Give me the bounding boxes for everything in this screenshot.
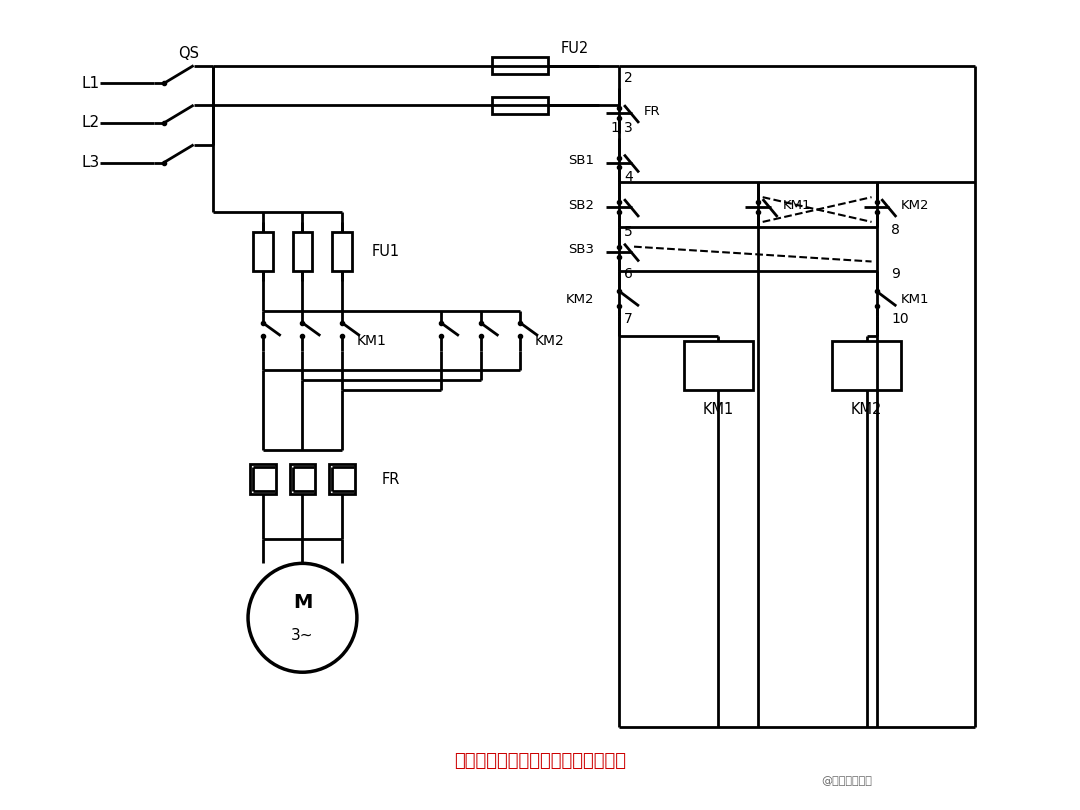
- Text: KM2: KM2: [535, 334, 565, 347]
- Bar: [684, 341, 753, 390]
- Text: QS: QS: [178, 46, 199, 61]
- Text: KM2: KM2: [851, 403, 882, 417]
- Text: FU1: FU1: [372, 244, 400, 259]
- Bar: [492, 96, 548, 113]
- Text: L3: L3: [81, 155, 99, 170]
- Text: KM1: KM1: [702, 403, 733, 417]
- Text: L2: L2: [81, 116, 99, 130]
- Text: M: M: [293, 594, 312, 612]
- Text: FR: FR: [381, 471, 400, 487]
- Bar: [249, 464, 275, 494]
- Text: 3~: 3~: [292, 628, 313, 643]
- Text: KM2: KM2: [901, 198, 930, 211]
- Text: 2: 2: [624, 71, 633, 85]
- Text: SB3: SB3: [568, 243, 594, 256]
- Bar: [289, 464, 315, 494]
- Text: 6: 6: [624, 267, 633, 281]
- Bar: [293, 232, 312, 271]
- Bar: [832, 341, 901, 390]
- Text: 8: 8: [891, 223, 901, 237]
- Text: 4: 4: [624, 170, 633, 185]
- Text: FR: FR: [644, 104, 661, 117]
- Text: @电气工程技术: @电气工程技术: [822, 776, 873, 786]
- Text: FU2: FU2: [561, 41, 589, 56]
- Text: 9: 9: [891, 267, 901, 281]
- Text: 3: 3: [624, 121, 633, 135]
- Text: KM2: KM2: [566, 292, 594, 305]
- Text: SB1: SB1: [568, 154, 594, 167]
- Text: 10: 10: [891, 312, 909, 326]
- Text: SB2: SB2: [568, 198, 594, 211]
- Bar: [333, 232, 352, 271]
- Text: 1: 1: [610, 121, 619, 135]
- Text: 7: 7: [624, 312, 633, 326]
- Text: KM1: KM1: [783, 198, 811, 211]
- Bar: [253, 232, 273, 271]
- Text: KM1: KM1: [356, 334, 387, 347]
- Text: 复合互锁控制电动机正反转控制电路: 复合互锁控制电动机正反转控制电路: [454, 752, 626, 770]
- Text: 5: 5: [624, 225, 633, 239]
- Text: L1: L1: [81, 76, 99, 91]
- Text: KM1: KM1: [901, 292, 930, 305]
- Bar: [329, 464, 355, 494]
- Bar: [492, 58, 548, 74]
